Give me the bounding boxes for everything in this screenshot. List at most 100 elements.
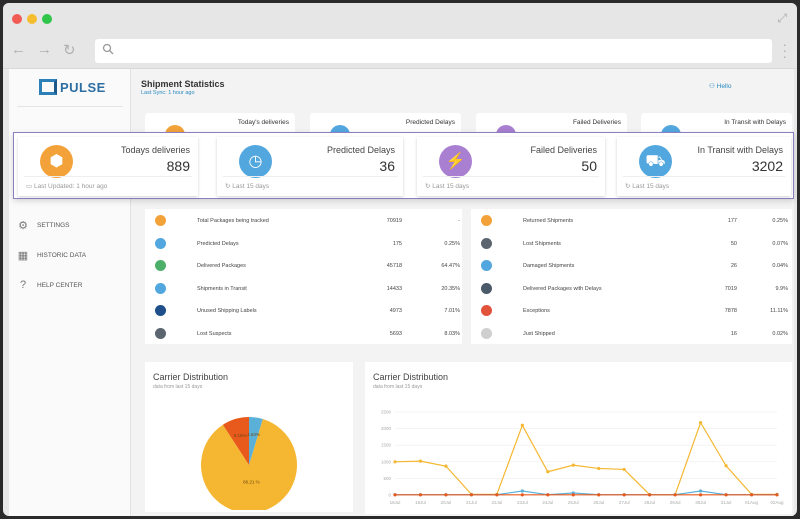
pie-chart-panel: Carrier Distribution data from last 15 d… [145, 362, 353, 512]
stats-table-left: Total Packages being tracked 70919 - Predic… [145, 209, 462, 344]
table-row: Exceptions 7878 11.11% [471, 301, 792, 323]
data-point[interactable] [648, 493, 652, 497]
sidebar-item-label: SETTINGS [37, 222, 70, 229]
row-value: 175 [392, 240, 402, 247]
browser-window: ⤢ ← → ↻ · · · PULSE ⚙ SETTINGS ▦ HISTORIC … [3, 3, 797, 516]
data-point[interactable] [469, 493, 473, 497]
logo-icon [39, 79, 57, 95]
data-point[interactable] [724, 493, 728, 497]
data-point[interactable] [520, 493, 524, 497]
row-status-icon [155, 327, 166, 339]
data-point[interactable] [444, 493, 448, 497]
data-point[interactable] [724, 464, 728, 468]
calendar-icon: ▦ [17, 250, 29, 262]
reload-icon[interactable]: ↻ [63, 42, 76, 59]
highlight-cards-overlay: ⬢ Todays deliveries 889 ▭ Last Updated: 1 h… [13, 132, 794, 199]
card-label: Failed Deliveries [530, 145, 597, 155]
pie-slice[interactable] [201, 419, 297, 510]
pie-label: 86.21 % [243, 480, 260, 485]
y-tick-label: 2500 [381, 410, 392, 415]
sidebar-item-historic-data[interactable]: ▦ HISTORIC DATA [17, 249, 86, 262]
row-label: Unused Shipping Labels [197, 308, 257, 314]
pie-label: 4.63% [247, 432, 260, 437]
series-line [395, 490, 777, 496]
data-point[interactable] [597, 493, 601, 497]
expand-icon[interactable]: ⤢ [777, 11, 787, 25]
card-footer: ↻ Last 15 days [625, 182, 669, 190]
data-point[interactable] [749, 493, 754, 497]
menu-kebab-icon[interactable]: · · · [782, 36, 787, 64]
x-tick-label: 02Aug [770, 500, 784, 505]
user-greeting[interactable]: ⚇ Hello [709, 83, 732, 90]
data-point[interactable] [571, 463, 575, 467]
row-value: 177 [727, 218, 737, 224]
card-value: 50 [581, 158, 597, 174]
stat-card[interactable]: ◷ Predicted Delays 36 ↻ Last 15 days [217, 137, 403, 196]
row-status-icon [481, 282, 492, 294]
row-percent: 64.47% [441, 263, 460, 269]
card-label: In Transit with Delays [697, 145, 783, 155]
forward-arrow-icon[interactable]: → [37, 41, 52, 58]
stat-card[interactable]: ⬢ Todays deliveries 889 ▭ Last Updated: 1 h… [18, 137, 198, 196]
row-value: 16 [730, 330, 737, 337]
row-percent: 0.25% [772, 218, 788, 224]
last-sync: Last Sync: 1 hour ago [141, 90, 195, 96]
sidebar-item-settings[interactable]: ⚙ SETTINGS [17, 219, 70, 232]
y-tick-label: 2000 [381, 426, 392, 431]
back-arrow-icon[interactable]: ← [11, 41, 26, 58]
close-window-button[interactable] [12, 14, 22, 24]
data-point[interactable] [673, 493, 677, 497]
data-point[interactable] [622, 467, 626, 472]
row-value: 45718 [386, 263, 402, 269]
data-point[interactable] [495, 493, 499, 497]
refresh-icon: ↻ [625, 183, 633, 190]
row-value: 26 [730, 263, 737, 269]
sidebar-item-help-center[interactable]: ? HELP CENTER [17, 279, 82, 291]
row-status-icon [155, 282, 166, 294]
minimize-window-button[interactable] [27, 14, 37, 24]
data-point[interactable] [597, 466, 601, 471]
data-point[interactable] [571, 493, 575, 497]
data-point[interactable] [393, 460, 397, 464]
data-point[interactable] [393, 493, 397, 497]
data-point[interactable] [622, 493, 626, 497]
data-point[interactable] [699, 493, 703, 497]
maximize-window-button[interactable] [42, 14, 52, 24]
table-row: Lost Shipments 50 0.07% [471, 234, 792, 256]
mini-card-label: In Transit with Delays [724, 119, 786, 126]
x-tick-label: 31Jul [721, 500, 732, 505]
question-icon: ? [19, 279, 27, 291]
row-percent: - [458, 218, 460, 224]
data-point[interactable] [699, 421, 703, 425]
address-bar[interactable] [95, 39, 772, 63]
row-label: Just Shipped [523, 330, 555, 337]
pie-slice[interactable] [222, 417, 249, 465]
row-percent: 20.35% [441, 285, 460, 292]
x-tick-label: 23Jul [517, 500, 528, 505]
row-percent: 8.03% [444, 330, 460, 337]
page-title: Shipment Statistics [141, 79, 225, 89]
data-point[interactable] [775, 493, 779, 497]
card-divider [623, 176, 785, 177]
stat-card[interactable]: ⛟ In Transit with Delays 3202 ↻ Last 15 day… [617, 137, 791, 196]
data-point[interactable] [699, 489, 703, 493]
data-point[interactable] [418, 459, 423, 463]
row-percent: 11.11% [770, 308, 788, 314]
logo-text: PULSE [60, 79, 106, 95]
data-point[interactable] [520, 423, 524, 427]
logo[interactable]: PULSE [39, 79, 106, 95]
stat-card[interactable]: ⚡ Failed Deliveries 50 ↻ Last 15 days [417, 137, 605, 196]
data-point[interactable] [444, 464, 448, 468]
data-point[interactable] [418, 493, 423, 497]
pie-slice[interactable] [249, 417, 263, 465]
calendar-icon: ▭ [26, 183, 34, 190]
x-tick-label: 01Aug [745, 500, 759, 505]
data-point[interactable] [520, 489, 524, 493]
row-status-icon [155, 305, 166, 316]
data-point[interactable] [546, 493, 550, 497]
card-divider [223, 176, 397, 177]
row-status-icon [481, 327, 492, 339]
title-bar: ⤢ [3, 3, 797, 33]
data-point[interactable] [546, 470, 550, 474]
row-label: Delivered Packages with Delays [523, 285, 602, 292]
